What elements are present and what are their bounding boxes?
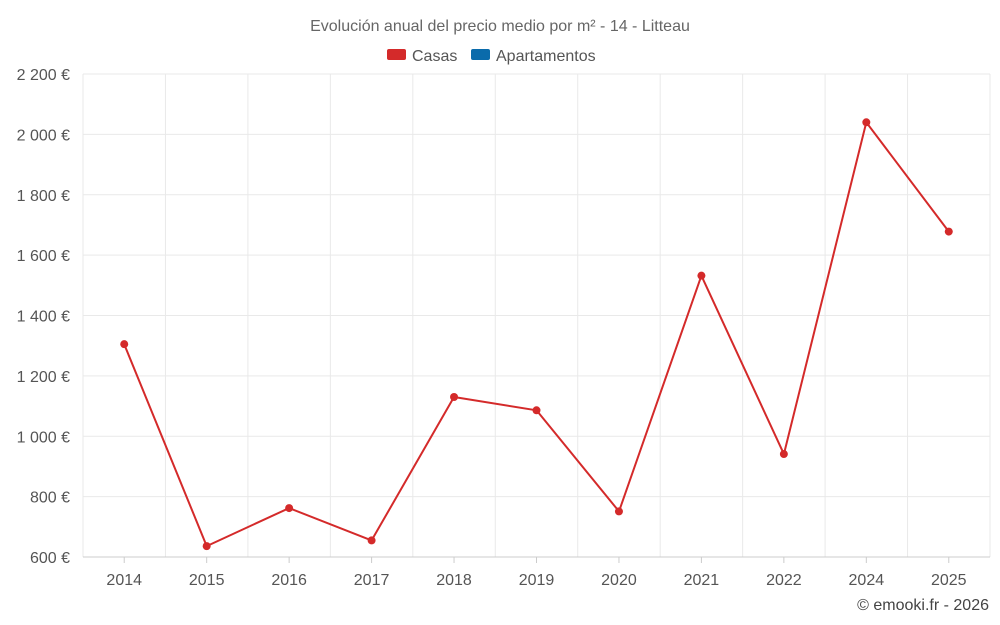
data-point-casas[interactable]: [614, 507, 623, 516]
chart-title: Evolución anual del precio medio por m² …: [310, 18, 690, 35]
x-tick-label: 2015: [189, 572, 225, 589]
data-point-casas[interactable]: [450, 393, 459, 402]
y-tick-label: 2 000 €: [17, 127, 70, 144]
y-axis: 600 € 800 € 1 000 € 1 200 € 1 400 € 1 600 € 1 …: [17, 67, 70, 567]
legend-item-apartamentos[interactable]: Apartamentos: [471, 48, 596, 65]
data-point-casas[interactable]: [202, 542, 211, 551]
legend-swatch-apartamentos: [471, 49, 490, 60]
x-tick-label: 2018: [436, 572, 472, 589]
data-point-casas[interactable]: [779, 450, 788, 459]
data-point-casas[interactable]: [367, 536, 376, 545]
data-point-casas[interactable]: [285, 504, 294, 513]
y-tick-label: 1 600 €: [17, 248, 70, 265]
x-tick-label: 2021: [684, 572, 720, 589]
x-tick-label: 2024: [849, 572, 885, 589]
data-point-casas[interactable]: [532, 406, 541, 415]
legend-label-casas: Casas: [412, 48, 457, 65]
x-tick-label: 2022: [766, 572, 802, 589]
y-tick-label: 1 000 €: [17, 429, 70, 446]
x-tick-label: 2014: [106, 572, 142, 589]
x-tick-label: 2020: [601, 572, 637, 589]
legend-item-casas[interactable]: Casas: [387, 48, 457, 65]
data-point-casas[interactable]: [697, 271, 706, 280]
legend: Casas Apartamentos: [387, 48, 596, 65]
data-point-casas[interactable]: [120, 340, 129, 349]
y-tick-label: 800 €: [30, 490, 70, 507]
x-tick-label: 2017: [354, 572, 390, 589]
series-casas: [120, 118, 953, 551]
x-axis: 2014 2015 2016 2017 2018 2019 2020 2021 2022 2024…: [83, 556, 990, 589]
legend-label-apartamentos: Apartamentos: [496, 48, 596, 65]
y-tick-label: 1 800 €: [17, 188, 70, 205]
credit-text: © emooki.fr - 2026: [857, 597, 989, 614]
data-point-casas[interactable]: [944, 227, 953, 236]
x-tick-label: 2019: [519, 572, 555, 589]
x-tick-label: 2025: [931, 572, 967, 589]
legend-swatch-casas: [387, 49, 406, 60]
y-tick-label: 2 200 €: [17, 67, 70, 84]
y-tick-label: 1 400 €: [17, 309, 70, 326]
x-tick-label: 2016: [271, 572, 307, 589]
data-point-casas[interactable]: [862, 118, 871, 127]
grid: [82, 73, 991, 557]
y-tick-label: 1 200 €: [17, 369, 70, 386]
y-tick-label: 600 €: [30, 550, 70, 567]
